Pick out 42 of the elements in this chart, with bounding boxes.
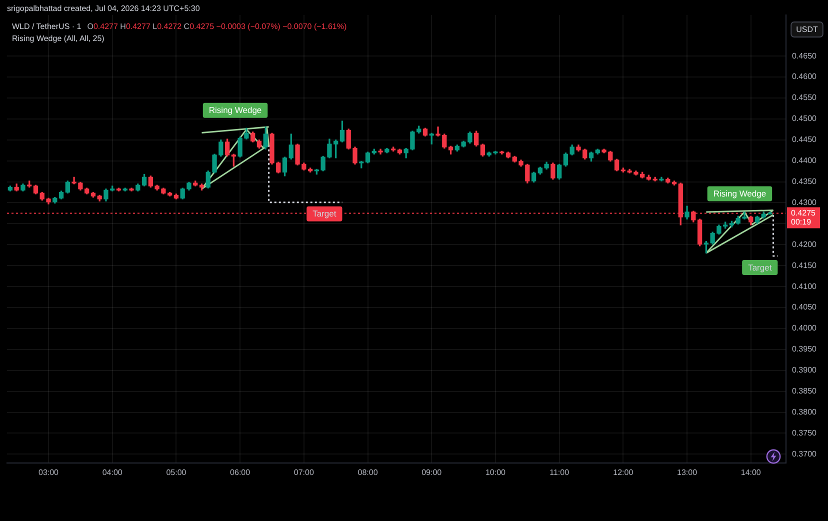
text: O0.4277 H0.4277 L0.4272 C0.4275 −0.0003 (−0.07%) −0.0070 (−1.61%) [87, 22, 347, 31]
y-tick-label: 0.3900 [792, 366, 818, 375]
x-tick-label: 14:00 [740, 468, 762, 478]
y-tick-label: 0.4200 [792, 240, 818, 249]
x-tick-label: 03:00 [38, 468, 60, 478]
text: 00:19 [791, 217, 812, 226]
x-tick-label: 10:00 [485, 468, 506, 478]
ref-line-label: 0.4275 [791, 208, 816, 218]
text: WLD / TetherUS · 1 [12, 22, 82, 31]
x-tick-label: 07:00 [294, 468, 314, 478]
x-tick-label: 04:00 [102, 468, 123, 478]
y-tick-label: 0.4500 [792, 114, 818, 124]
text: srigopalbhattad created, Jul 04, 2026 14:23 UTC+5:30 [7, 4, 200, 14]
y-tick-label: 0.3750 [792, 428, 818, 438]
y-tick-label: 0.4100 [792, 282, 818, 291]
annotation: Rising Wedge (All, All, 25) [12, 34, 104, 44]
series-label: Target [312, 208, 337, 219]
y-tick-label: 0.4650 [792, 51, 818, 60]
y-tick-label: 0.4400 [792, 156, 818, 166]
series-label: Rising Wedge [208, 105, 262, 116]
y-axis-title: USDT [796, 25, 818, 34]
y-tick-label: 0.4350 [792, 177, 818, 186]
y-tick-label: 0.4050 [792, 302, 818, 312]
x-tick-label: 09:00 [422, 468, 442, 478]
y-tick-label: 0.4550 [792, 93, 818, 102]
x-tick-label: 13:00 [677, 468, 698, 478]
y-tick-label: 0.4150 [792, 260, 818, 270]
y-tick-label: 0.4600 [792, 72, 818, 82]
y-tick-label: 0.3850 [792, 386, 818, 396]
y-tick-label: 0.3800 [792, 407, 818, 416]
y-tick-label: 0.4300 [792, 198, 818, 207]
x-tick-label: 11:00 [550, 468, 570, 478]
series-label: Target [748, 262, 772, 272]
x-tick-label: 08:00 [358, 468, 378, 478]
x-tick-label: 06:00 [230, 468, 251, 478]
y-tick-label: 0.3700 [792, 449, 818, 458]
y-tick-label: 0.4450 [792, 135, 818, 144]
x-tick-label: 05:00 [166, 468, 187, 478]
x-tick-label: 12:00 [613, 468, 634, 478]
y-tick-label: 0.4000 [792, 324, 818, 333]
series-label: Rising Wedge [713, 188, 766, 199]
y-tick-label: 0.3950 [792, 344, 818, 354]
